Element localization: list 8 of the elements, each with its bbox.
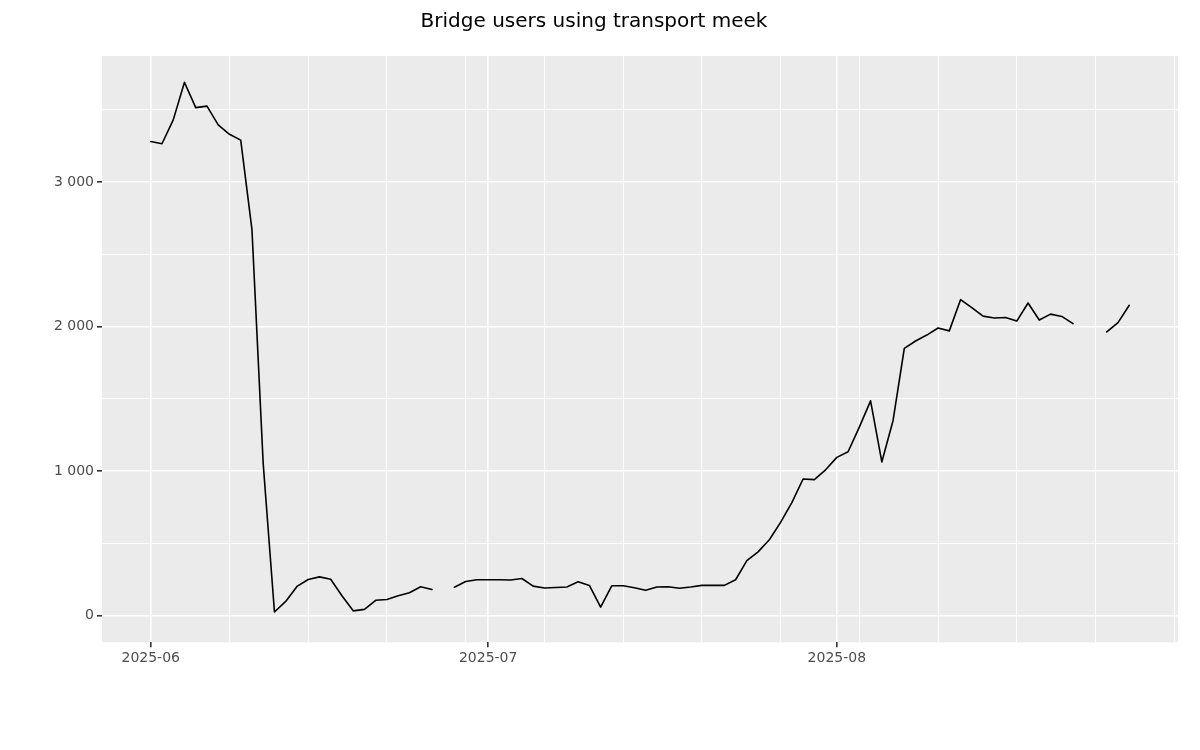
chart-title: Bridge users using transport meek — [420, 8, 768, 33]
y-tick-label: 1 000 — [53, 461, 94, 478]
x-tick-label: 2025-07 — [458, 649, 518, 666]
x-tick-label: 2025-08 — [807, 649, 867, 666]
x-tick-label: 2025-06 — [121, 649, 181, 666]
y-tick-label: 0 — [85, 606, 94, 623]
y-tick-label: 2 000 — [53, 317, 94, 334]
y-tick-label: 3 000 — [53, 172, 94, 189]
